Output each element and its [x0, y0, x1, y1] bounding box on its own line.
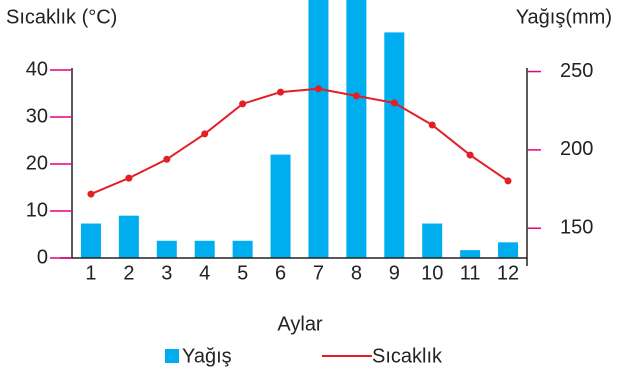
y-tick-label: 10 [26, 199, 48, 221]
x-tick-label: 9 [389, 262, 400, 284]
y-tick-label: 30 [26, 105, 48, 127]
bar [346, 0, 367, 258]
x-axis-label: Aylar [277, 313, 323, 335]
y2-tick-label: 250 [560, 60, 593, 82]
point [352, 92, 360, 100]
legend-label: Sıcaklık [372, 345, 443, 367]
y2-tick-label: 150 [560, 217, 593, 239]
bar [232, 240, 253, 258]
bar [118, 215, 139, 258]
x-tick-label: 10 [421, 262, 443, 284]
point [201, 130, 209, 138]
bar [308, 0, 329, 258]
point [163, 155, 171, 163]
y2-axis-label: Yağış(mm) [516, 6, 612, 28]
legend-swatch [165, 349, 179, 363]
bar [422, 223, 443, 258]
point [504, 177, 512, 185]
point [239, 100, 247, 108]
y-tick-label: 40 [26, 58, 48, 80]
point [125, 174, 133, 182]
line [90, 87, 509, 196]
x-tick-label: 4 [199, 262, 210, 284]
y-tick-label: 0 [37, 246, 48, 268]
bar [270, 154, 291, 258]
x-tick-label: 5 [237, 262, 248, 284]
point [87, 190, 95, 198]
legend-label: Yağış [182, 345, 232, 367]
x-tick-label: 12 [497, 262, 519, 284]
bar [80, 223, 101, 258]
x-tick-label: 7 [313, 262, 324, 284]
bar [498, 242, 519, 258]
x-tick-label: 2 [123, 262, 134, 284]
bar [156, 240, 177, 258]
x-tick-label: 3 [161, 262, 172, 284]
x-tick-label: 8 [351, 262, 362, 284]
point [466, 151, 474, 159]
y2-tick-label: 200 [560, 138, 593, 160]
point [314, 85, 322, 93]
point [390, 99, 398, 107]
bar [194, 240, 215, 258]
y-axis-label: Sıcaklık (°C) [6, 6, 117, 28]
x-tick-label: 1 [85, 262, 96, 284]
point [428, 121, 436, 129]
bar [460, 250, 481, 258]
point [277, 88, 285, 96]
x-tick-label: 6 [275, 262, 286, 284]
bar [384, 32, 405, 259]
y-tick-label: 20 [26, 152, 48, 174]
x-tick-label: 11 [460, 262, 481, 284]
